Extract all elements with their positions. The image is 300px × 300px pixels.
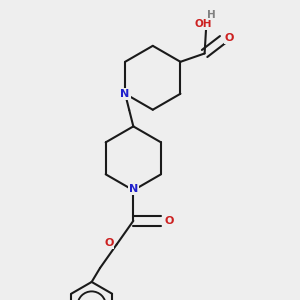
Text: O: O bbox=[104, 238, 114, 248]
Text: O: O bbox=[225, 33, 234, 43]
Text: N: N bbox=[129, 184, 138, 194]
Text: H: H bbox=[207, 10, 216, 20]
Text: OH: OH bbox=[194, 19, 212, 29]
Text: N: N bbox=[121, 89, 130, 99]
Text: O: O bbox=[164, 216, 174, 226]
